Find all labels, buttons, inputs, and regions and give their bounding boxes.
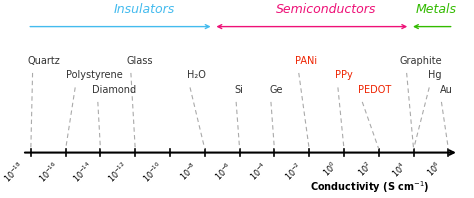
Text: H₂O: H₂O [187, 70, 206, 80]
Text: PEDOT: PEDOT [358, 85, 391, 95]
Text: PPy: PPy [335, 70, 353, 80]
Text: Au: Au [440, 85, 453, 95]
Text: Glass: Glass [127, 56, 153, 66]
Text: Insulators: Insulators [113, 3, 174, 16]
Text: $10^{-2}$: $10^{-2}$ [282, 160, 305, 183]
Text: $10^{-12}$: $10^{-12}$ [105, 160, 131, 185]
Text: $10^{0}$: $10^{0}$ [320, 160, 340, 180]
Text: $10^{-6}$: $10^{-6}$ [212, 160, 235, 183]
Text: Semiconductors: Semiconductors [276, 3, 377, 16]
Text: $10^{-16}$: $10^{-16}$ [36, 160, 61, 185]
Text: $10^{-14}$: $10^{-14}$ [71, 160, 96, 185]
Text: $10^{-4}$: $10^{-4}$ [247, 160, 270, 183]
Text: $10^{2}$: $10^{2}$ [355, 160, 374, 179]
Text: Ge: Ge [269, 85, 283, 95]
Text: $10^{-8}$: $10^{-8}$ [177, 160, 201, 183]
Text: PANi: PANi [295, 56, 318, 66]
Text: Diamond: Diamond [92, 85, 136, 95]
Text: $10^{-10}$: $10^{-10}$ [140, 160, 166, 185]
Text: $10^{6}$: $10^{6}$ [424, 160, 444, 180]
Text: Conductivity (S cm$^{-1}$): Conductivity (S cm$^{-1}$) [310, 179, 430, 195]
Text: $10^{-18}$: $10^{-18}$ [1, 160, 27, 185]
Text: Si: Si [234, 85, 243, 95]
Text: Hg: Hg [428, 70, 441, 80]
Text: Quartz: Quartz [27, 56, 60, 66]
Text: Graphite: Graphite [400, 56, 442, 66]
Text: Polystyrene: Polystyrene [65, 70, 122, 80]
Text: $10^{4}$: $10^{4}$ [390, 160, 409, 180]
Text: Metals: Metals [416, 3, 457, 16]
